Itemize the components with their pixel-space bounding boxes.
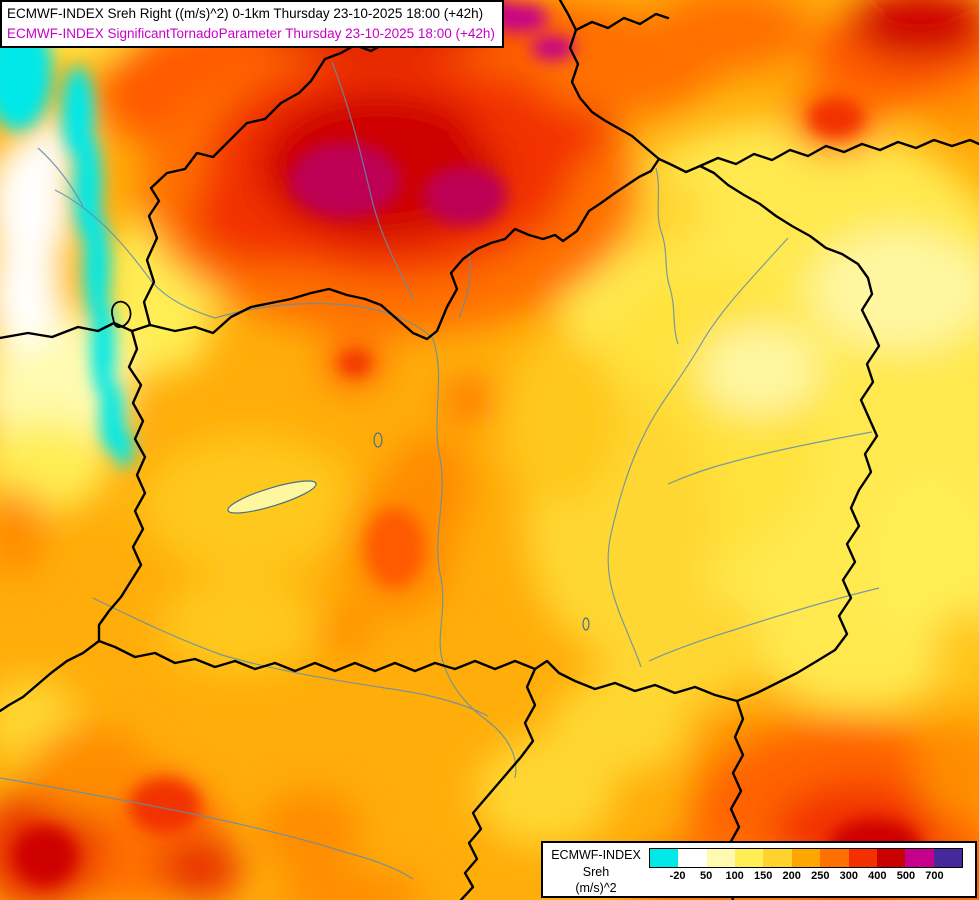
legend-box: ECMWF-INDEX Sreh (m/s)^2 -20 50 100 150 200 2… <box>541 841 977 898</box>
legend-parameter: Sreh <box>582 864 610 879</box>
colorbar-ticks: -20 50 100 150 200 250 300 400 500 700 <box>649 870 963 884</box>
colorbar-segment <box>876 849 906 867</box>
border-slovakia-hungary <box>148 157 661 341</box>
colorbar <box>649 848 963 868</box>
river-hernad <box>655 167 679 345</box>
colorbar-segment <box>763 849 792 867</box>
border-sopron-loop <box>111 300 132 328</box>
river-danube-upper <box>54 189 216 319</box>
legend-units: (m/s)^2 <box>575 881 617 895</box>
lake-small-2 <box>582 617 590 631</box>
colorbar-area: -20 50 100 150 200 250 300 400 500 700 <box>649 843 975 896</box>
colorbar-tick: 100 <box>725 870 744 882</box>
river-danube-south <box>432 338 517 779</box>
border-slovenia-croatia <box>0 639 101 713</box>
colorbar-segment <box>706 849 736 867</box>
river-hron <box>458 249 471 319</box>
legend-model: ECMWF-INDEX <box>551 848 641 862</box>
river-maros <box>648 587 880 662</box>
rivers <box>0 61 880 880</box>
colorbar-tick: -20 <box>669 870 686 882</box>
colorbar-tick: 50 <box>699 870 713 882</box>
title-line-2: ECMWF-INDEX SignificantTornadoParameter … <box>7 25 495 41</box>
border-poland-slovakia <box>574 12 670 32</box>
colorbar-segment <box>820 849 849 867</box>
title-box: ECMWF-INDEX Sreh Right ((m/s)^2) 0-1km T… <box>0 0 504 49</box>
lake-small-1 <box>373 432 383 448</box>
title-line-1: ECMWF-INDEX Sreh Right ((m/s)^2) 0-1km T… <box>7 6 484 21</box>
river-drava <box>92 597 489 717</box>
river-sava <box>0 777 414 880</box>
river-danube-border <box>214 302 434 340</box>
border-hungary-west <box>97 329 147 643</box>
colorbar-tick: 700 <box>925 870 944 882</box>
colorbar-segment <box>735 849 764 867</box>
colorbar-segment <box>650 849 679 867</box>
lakes <box>227 432 590 631</box>
colorbar-tick: 250 <box>811 870 830 882</box>
river-vah <box>331 61 415 301</box>
colorbar-segment <box>905 849 934 867</box>
colorbar-tick: 300 <box>839 870 858 882</box>
border-hungary-east-romania-serbia <box>657 157 881 900</box>
border-ukraine-romania <box>698 138 979 168</box>
colorbar-segment <box>678 849 707 867</box>
lake-balaton <box>227 480 317 514</box>
colorbar-tick: 200 <box>782 870 801 882</box>
colorbar-tick: 500 <box>896 870 916 882</box>
border-croatia-serbia <box>459 667 537 900</box>
legend-meta: ECMWF-INDEX Sreh (m/s)^2 <box>543 843 649 896</box>
colorbar-segment <box>791 849 821 867</box>
river-koros <box>667 431 873 485</box>
colorbar-segment <box>933 849 962 867</box>
river-tisza <box>607 237 789 668</box>
colorbar-segment <box>848 849 877 867</box>
river-austria-small <box>37 147 84 207</box>
border-hungary-south <box>97 639 739 703</box>
colorbar-tick: 150 <box>753 870 773 882</box>
colorbar-tick: 400 <box>868 870 887 882</box>
border-austria-north <box>0 321 152 340</box>
